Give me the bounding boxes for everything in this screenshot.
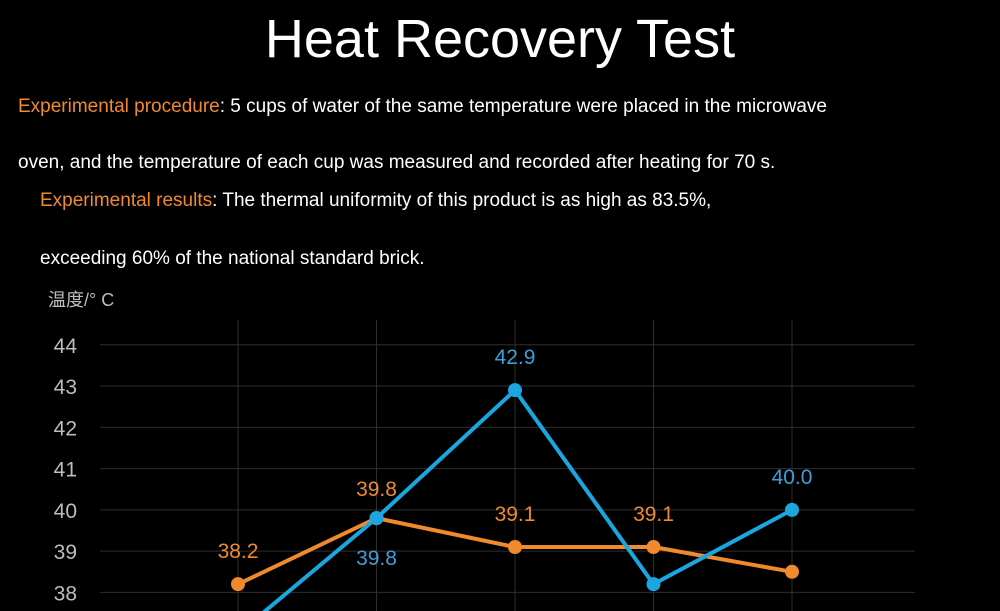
data-label-blue: 42.9 xyxy=(495,346,536,369)
data-label-orange: 39.8 xyxy=(356,478,397,501)
y-tick-labels: 38 39 40 41 42 43 44 xyxy=(54,335,78,606)
procedure-line-1: Experimental procedure: 5 cups of water … xyxy=(18,95,827,119)
data-point-blue xyxy=(646,577,661,592)
data-point-blue xyxy=(369,511,384,526)
y-tick-label: 38 xyxy=(54,582,77,605)
data-point-orange xyxy=(231,577,245,592)
data-point-blue xyxy=(785,502,799,517)
y-tick-label: 43 xyxy=(54,376,77,399)
data-point-orange xyxy=(646,540,661,555)
y-tick-label: 39 xyxy=(54,541,77,564)
data-point-blue xyxy=(508,383,522,398)
data-label-blue: 40.0 xyxy=(772,466,813,489)
data-point-orange xyxy=(785,564,799,579)
y-tick-label: 44 xyxy=(54,335,78,358)
data-labels: 38.2 39.8 39.1 39.1 39.8 42.9 40.0 xyxy=(218,346,813,570)
data-label-orange: 38.2 xyxy=(218,540,259,563)
procedure-label: Experimental procedure xyxy=(18,96,220,117)
series-points xyxy=(231,383,799,592)
results-line-2: exceeding 60% of the national standard b… xyxy=(40,248,425,269)
y-tick-label: 42 xyxy=(54,417,77,440)
data-point-orange xyxy=(508,540,522,555)
temperature-line-chart: 温度/° C 38 39 40 41 42 43 44 38.2 39.8 39.1 39.1 39… xyxy=(48,290,915,611)
procedure-text-1: : 5 cups of water of the same temperatur… xyxy=(219,96,827,117)
page-title: Heat Recovery Test xyxy=(264,9,736,69)
procedure-line-2: oven, and the temperature of each cup wa… xyxy=(18,152,776,173)
y-tick-label: 41 xyxy=(54,459,77,482)
y-tick-label: 40 xyxy=(54,500,77,523)
results-text-1: : The thermal uniformity of this product… xyxy=(212,190,712,211)
chart-grid xyxy=(100,320,915,611)
y-axis-label: 温度/° C xyxy=(48,290,114,310)
results-label: Experimental results xyxy=(40,190,213,211)
results-line-1: Experimental results: The thermal unifor… xyxy=(40,189,711,213)
data-label-blue: 39.8 xyxy=(356,547,397,570)
data-label-orange: 39.1 xyxy=(633,503,674,526)
data-label-orange: 39.1 xyxy=(495,503,536,526)
